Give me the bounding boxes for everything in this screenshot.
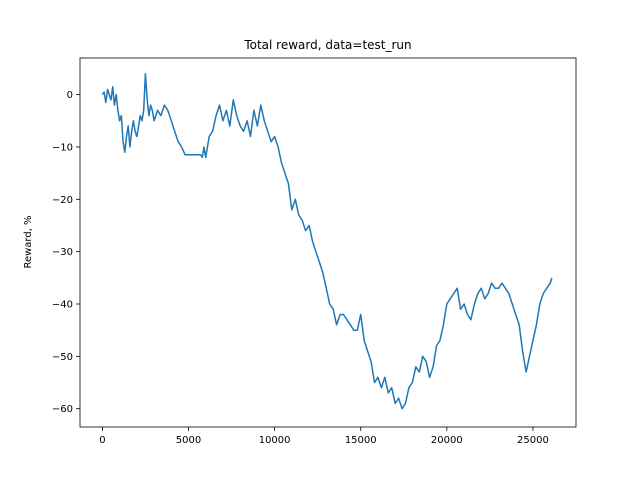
y-axis: 0 −10 −20 −30 −40 −50 −60 [52, 90, 80, 415]
series-group [101, 72, 553, 410]
chart-title: Total reward, data=test_run [243, 38, 411, 52]
y-tick-label: −60 [52, 404, 73, 415]
plot-area [79, 57, 577, 428]
x-tick-label: 15000 [345, 435, 377, 446]
y-tick-label: −40 [52, 300, 73, 311]
x-tick-label: 10000 [259, 435, 291, 446]
y-tick-label: −10 [52, 142, 73, 153]
y-tick-label: 0 [67, 90, 73, 101]
y-tick-label: −50 [52, 352, 73, 363]
x-tick-label: 5000 [176, 435, 201, 446]
y-tick-label: −20 [52, 195, 73, 206]
x-tick-label: 0 [99, 435, 105, 446]
x-axis: 0 5000 10000 15000 20000 25000 [99, 427, 549, 446]
y-axis-label: Reward, % [23, 215, 34, 268]
x-tick-label: 20000 [431, 435, 463, 446]
y-tick-label: −30 [52, 247, 73, 258]
series-line [101, 72, 553, 410]
x-tick-label: 25000 [517, 435, 549, 446]
